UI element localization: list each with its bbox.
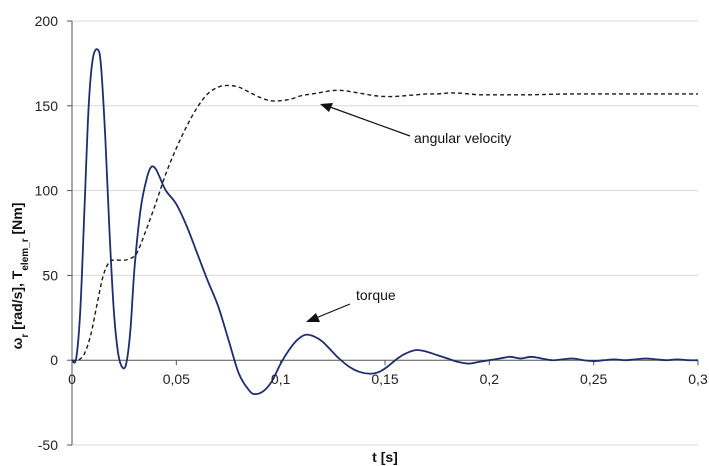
y-tick-label: 50 bbox=[42, 267, 58, 283]
y-tick-label: -50 bbox=[38, 437, 58, 453]
y-tick-label: 0 bbox=[50, 352, 58, 368]
torque-arrow-line bbox=[315, 303, 351, 319]
y-tick-label: 200 bbox=[35, 13, 59, 29]
x-tick-label: 0,1 bbox=[271, 371, 291, 387]
angular-velocity-annotation: angular velocity bbox=[320, 103, 511, 146]
angular-velocity-label: angular velocity bbox=[414, 130, 511, 146]
torque-series-line bbox=[71, 48, 699, 396]
y-axis-label: ωr [rad/s], Telem_r [Nm] bbox=[9, 203, 31, 350]
torque-arrowhead bbox=[306, 313, 320, 322]
angular-velocity-arrow-line bbox=[329, 106, 411, 137]
torque-annotation: torque bbox=[306, 287, 396, 322]
angular-velocity-arrowhead bbox=[320, 103, 333, 112]
angular-velocity-series-line bbox=[71, 84, 698, 362]
tick-labels: -50 0 50 100 150 200 0 0,05 0,1 0,15 0,2 0,25 0,3 bbox=[35, 13, 708, 453]
y-tick-label: 100 bbox=[35, 183, 59, 199]
y-tick-label: 150 bbox=[35, 98, 59, 114]
grid-lines bbox=[72, 20, 698, 446]
series-layer bbox=[71, 48, 699, 396]
x-tick-label: 0,15 bbox=[371, 371, 398, 387]
x-tick-label: 0,3 bbox=[688, 371, 708, 387]
x-tick-label: 0,25 bbox=[580, 371, 607, 387]
torque-label: torque bbox=[356, 287, 396, 303]
x-tick-label: 0 bbox=[68, 371, 76, 387]
x-tick-label: 0,2 bbox=[480, 371, 500, 387]
x-axis-label: t [s] bbox=[372, 449, 398, 465]
x-tick-label: 0,05 bbox=[163, 371, 190, 387]
